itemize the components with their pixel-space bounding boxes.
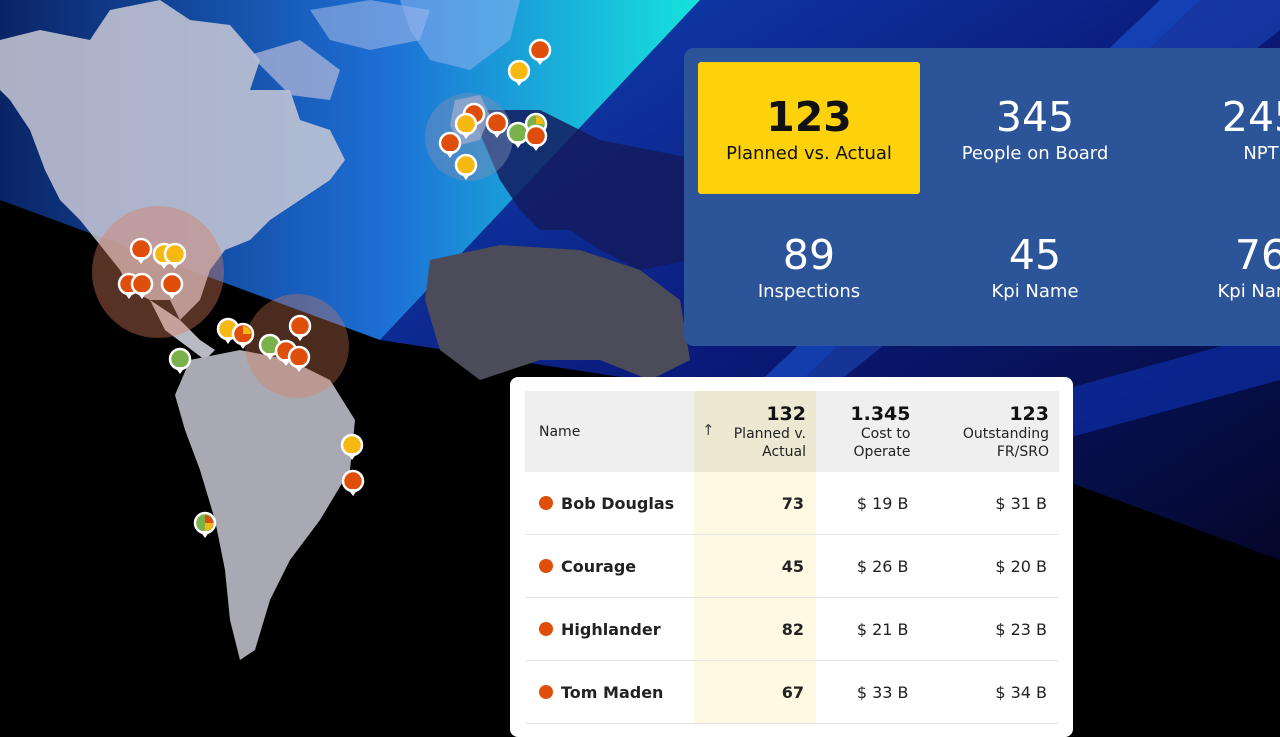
kpi-value: 123 — [766, 92, 852, 141]
kpi-value: 245 — [1221, 92, 1280, 141]
kpi-label: NPT — [1243, 142, 1279, 164]
map-marker-red[interactable] — [524, 124, 548, 151]
kpi-panel: 123 Planned vs. Actual 345 People on Boa… — [684, 48, 1280, 346]
map-marker-mixed[interactable] — [231, 322, 255, 349]
map-marker-red[interactable] — [130, 272, 154, 299]
map-marker-red[interactable] — [341, 469, 365, 496]
header-label-line2: Actual — [762, 443, 806, 460]
kpi-value: 45 — [1008, 230, 1062, 279]
map-marker-red[interactable] — [288, 314, 312, 341]
row-name-cell: Bob Douglas — [525, 472, 694, 535]
row-outstanding: $ 20 B — [920, 534, 1059, 598]
header-value: 132 — [766, 402, 806, 425]
status-dot-icon — [539, 621, 553, 636]
map-marker-yellow[interactable] — [163, 242, 187, 269]
kpi-label: People on Board — [961, 142, 1109, 164]
row-name-cell: Courage — [525, 534, 694, 598]
map-marker-red[interactable] — [129, 237, 153, 264]
kpi-label: Planned vs. Actual — [726, 142, 892, 164]
header-label-line2: Operate — [853, 443, 911, 460]
kpi-planned-vs-actual[interactable]: 123 Planned vs. Actual — [698, 62, 920, 194]
map-marker-mixed[interactable] — [193, 511, 217, 538]
header-label-line1: Cost to — [860, 425, 911, 442]
header-label-line1: Outstanding — [962, 425, 1049, 442]
status-dot-icon — [539, 558, 553, 573]
kpi-value: 89 — [782, 230, 836, 279]
header-label-line1: Planned v. — [733, 425, 806, 442]
header-value: 123 — [1009, 402, 1049, 425]
map-marker-yellow[interactable] — [507, 59, 531, 86]
status-dot-icon — [539, 684, 553, 699]
map-marker-red[interactable] — [160, 272, 184, 299]
row-name: Highlander — [561, 619, 661, 639]
map-marker-yellow[interactable] — [454, 112, 478, 139]
kpi-npt[interactable]: 245 NPT — [1150, 62, 1280, 194]
row-name-cell: Highlander — [525, 597, 694, 661]
map-marker-red[interactable] — [438, 131, 462, 158]
row-cost: $ 19 B — [816, 472, 921, 535]
table-header-row: Name ↑ 132 Planned v. Actual 1.345 Cost … — [525, 391, 1059, 472]
header-label-line2: FR/SRO — [996, 443, 1049, 460]
row-planned: 82 — [694, 597, 816, 661]
kpi-name[interactable]: 45 Kpi Name — [924, 200, 1146, 332]
kpi-value: 345 — [995, 92, 1075, 141]
column-header-planned-vs-actual[interactable]: ↑ 132 Planned v. Actual — [694, 391, 816, 472]
kpi-people-on-board[interactable]: 345 People on Board — [924, 62, 1146, 194]
kpi-value: 76 — [1234, 230, 1280, 279]
row-name: Courage — [561, 556, 637, 576]
column-header-outstanding[interactable]: 123 Outstanding FR/SRO — [920, 391, 1059, 472]
map-marker-red[interactable] — [287, 345, 311, 372]
vessel-table-card: Name ↑ 132 Planned v. Actual 1.345 Cost … — [510, 377, 1073, 737]
row-name: Tom Maden — [561, 682, 664, 702]
vessel-table: Name ↑ 132 Planned v. Actual 1.345 Cost … — [525, 391, 1059, 724]
arrow-up-icon[interactable]: ↑ — [702, 421, 715, 439]
row-planned: 45 — [694, 534, 816, 598]
row-outstanding: $ 31 B — [920, 472, 1059, 535]
row-cost: $ 21 B — [816, 597, 921, 661]
row-cost: $ 26 B — [816, 534, 921, 598]
column-header-cost-to-operate[interactable]: 1.345 Cost to Operate — [816, 391, 921, 472]
column-header-name[interactable]: Name — [525, 391, 694, 472]
map-markers — [117, 38, 552, 538]
row-planned: 67 — [694, 660, 816, 724]
kpi-label: Kpi Name — [1217, 280, 1280, 302]
row-outstanding: $ 34 B — [920, 660, 1059, 724]
row-name-cell: Tom Maden — [525, 660, 694, 724]
row-cost: $ 33 B — [816, 660, 921, 724]
status-dot-icon — [539, 495, 553, 510]
row-outstanding: $ 23 B — [920, 597, 1059, 661]
map-marker-green[interactable] — [168, 347, 192, 374]
kpi-inspections[interactable]: 89 Inspections — [698, 200, 920, 332]
kpi-label: Kpi Name — [991, 280, 1079, 302]
row-name: Bob Douglas — [561, 493, 675, 513]
table-row[interactable]: Bob Douglas 73 $ 19 B $ 31 B — [525, 472, 1059, 535]
row-planned: 73 — [694, 472, 816, 535]
map-marker-yellow[interactable] — [454, 153, 478, 180]
kpi-label: Inspections — [757, 280, 861, 302]
header-value: 1.345 — [850, 402, 911, 425]
kpi-name-2[interactable]: 76 Kpi Name — [1150, 200, 1280, 332]
map-marker-yellow[interactable] — [340, 433, 364, 460]
table-row[interactable]: Highlander 82 $ 21 B $ 23 B — [525, 597, 1059, 661]
table-row[interactable]: Tom Maden 67 $ 33 B $ 34 B — [525, 660, 1059, 724]
map-marker-red[interactable] — [485, 111, 509, 138]
map-marker-red[interactable] — [528, 38, 552, 65]
table-row[interactable]: Courage 45 $ 26 B $ 20 B — [525, 534, 1059, 598]
